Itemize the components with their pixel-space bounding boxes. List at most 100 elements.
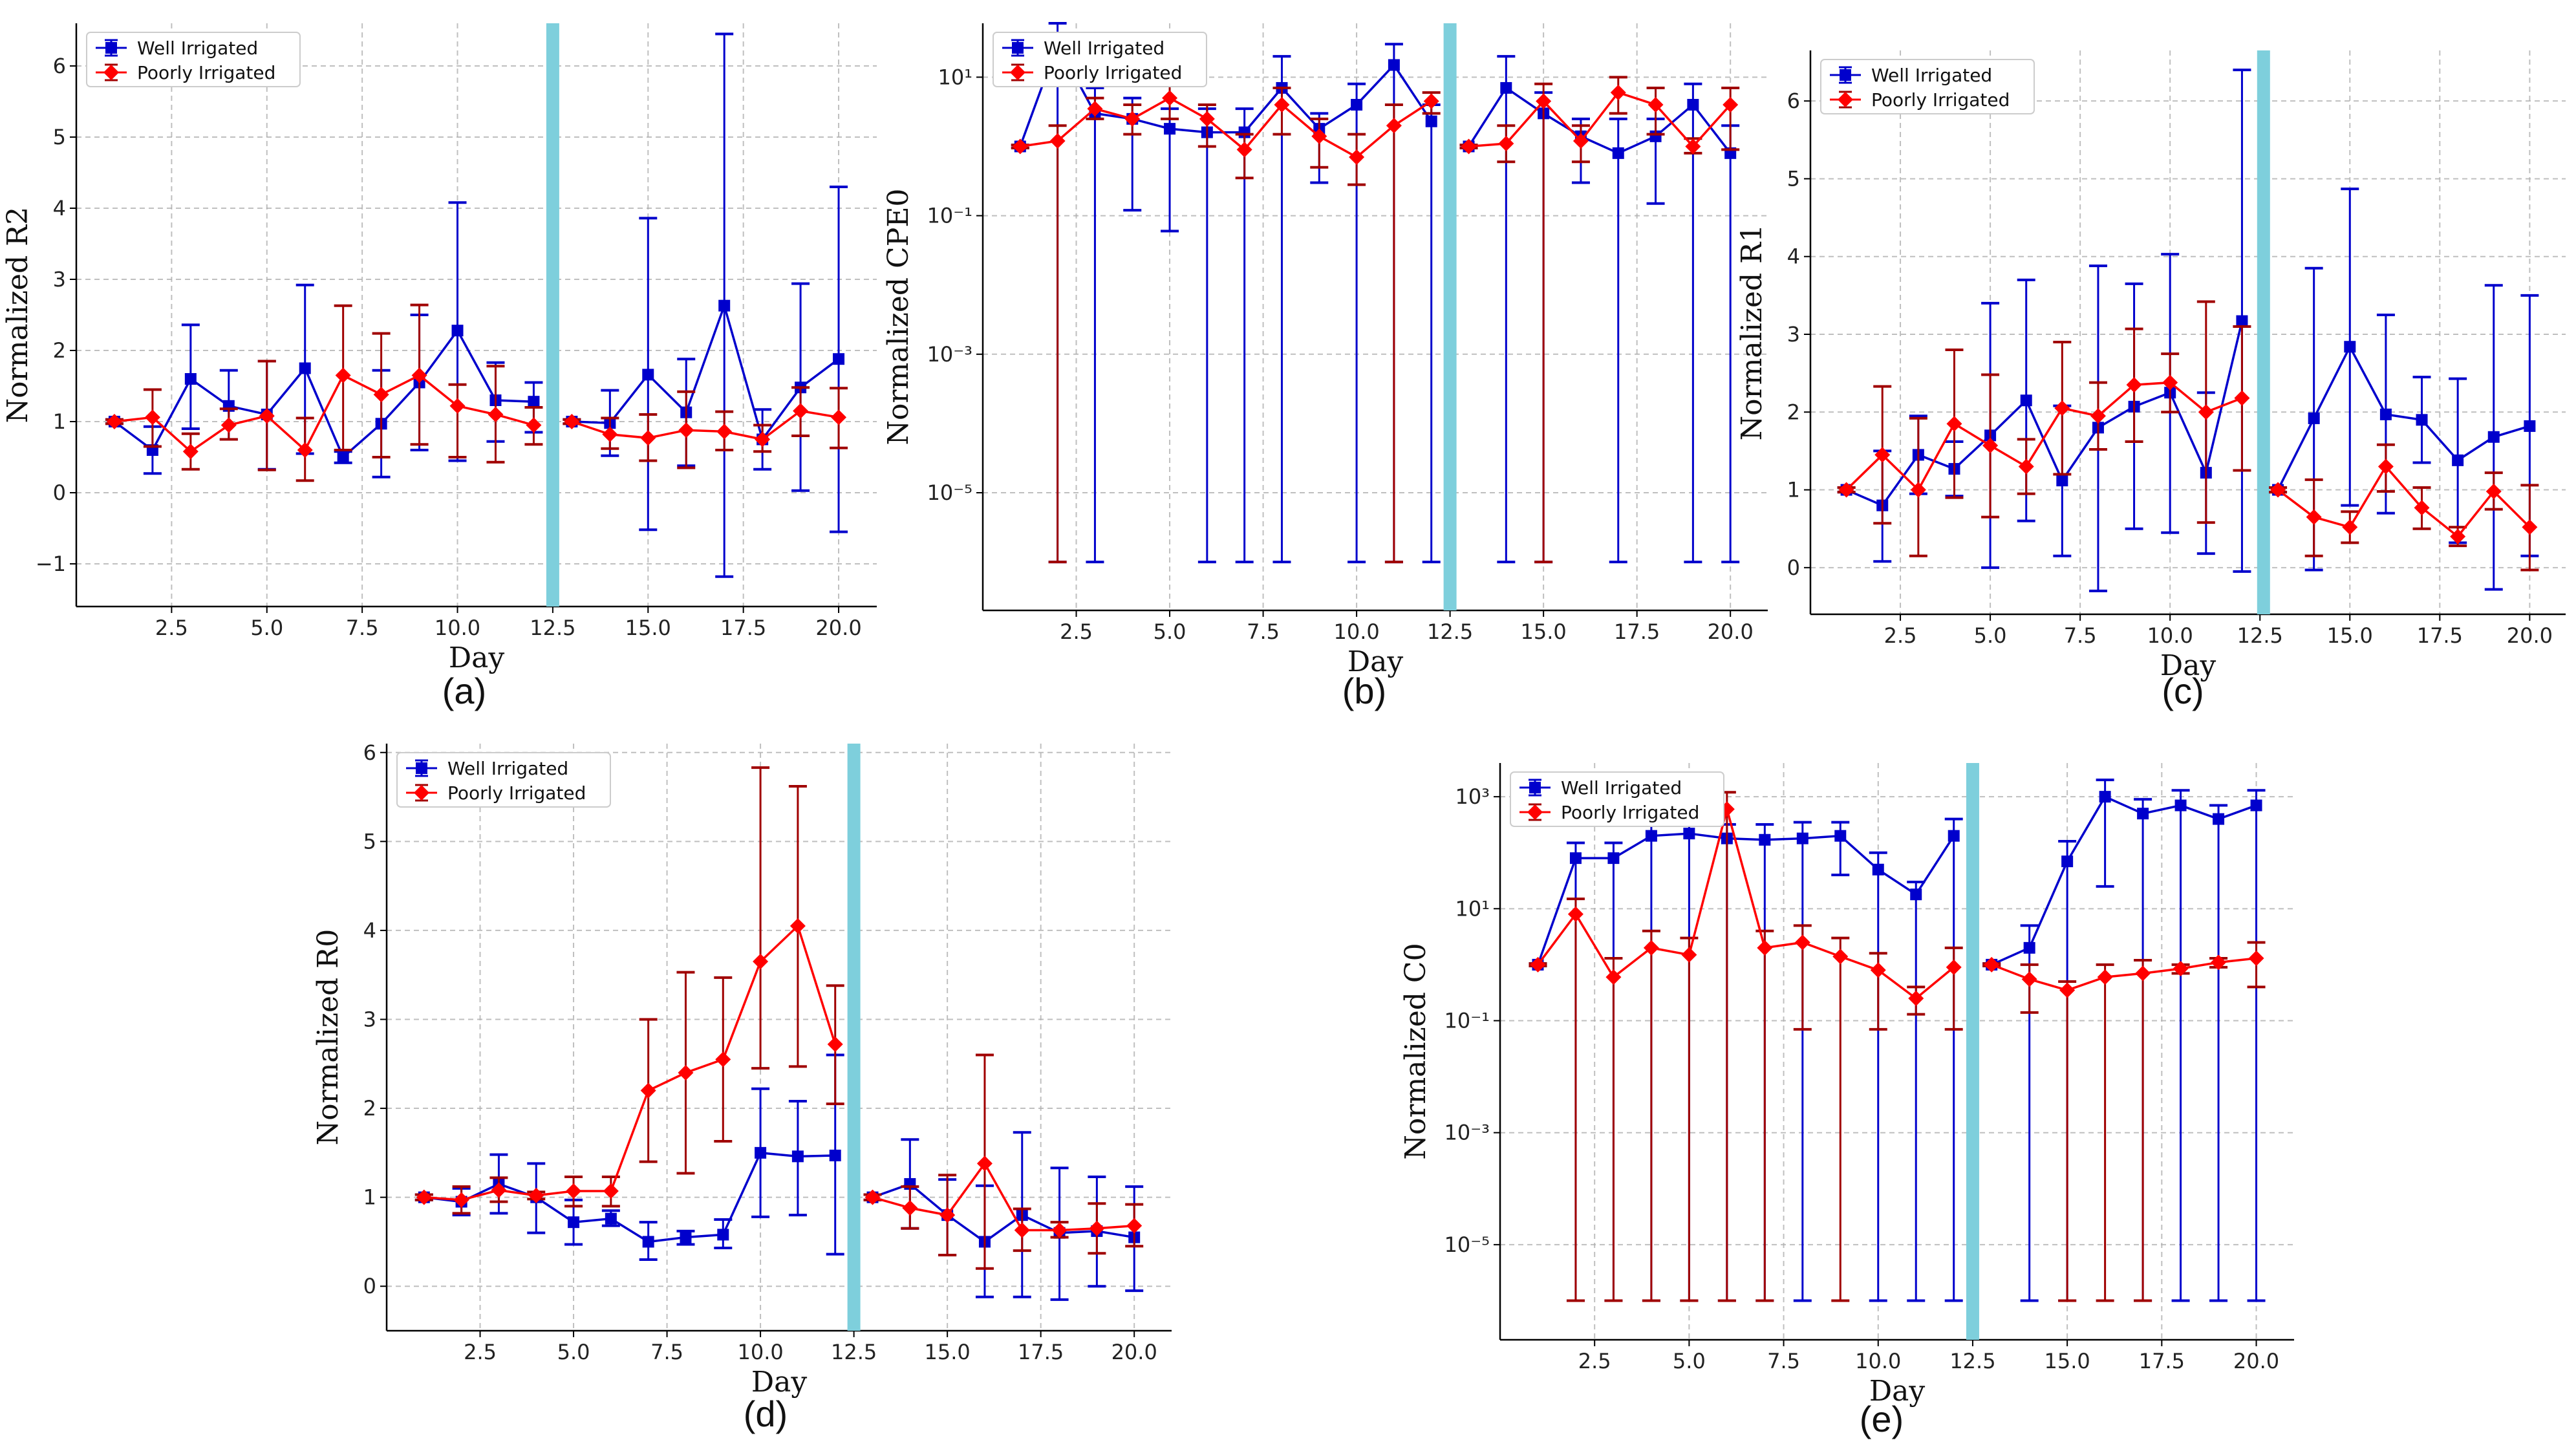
y-axis-label: Normalized R0 bbox=[312, 929, 345, 1146]
data-point-poor bbox=[2054, 400, 2070, 416]
data-point-poor bbox=[789, 918, 806, 934]
series-well bbox=[1011, 22, 1740, 564]
legend-label-well: Well Irrigated bbox=[1044, 38, 1165, 59]
data-point-poor bbox=[453, 1192, 469, 1208]
y-tick-label: 10³ bbox=[1455, 784, 1490, 809]
x-tick-label: 5.0 bbox=[1673, 1349, 1706, 1373]
y-tick-label: 0 bbox=[1787, 555, 1800, 580]
data-point-poor bbox=[2270, 482, 2286, 498]
panel-b: 2.5 5.0 7.5 10.0 12.5 15.0 17.5 20.0 10⁻⁵ 10⁻³ 10⁻… bbox=[882, 22, 1768, 711]
data-point-poor bbox=[678, 1065, 694, 1081]
data-point-well bbox=[2379, 408, 2392, 420]
event-marker bbox=[1443, 23, 1457, 610]
x-tick-label: 12.5 bbox=[2237, 623, 2283, 648]
data-point-poor bbox=[259, 408, 275, 424]
y-tick-label: 1 bbox=[53, 409, 66, 434]
data-point-poor bbox=[2522, 519, 2538, 535]
data-point-well bbox=[1388, 59, 1400, 71]
data-point-poor bbox=[1648, 96, 1664, 113]
legend-label-poor: Poorly Irrigated bbox=[137, 62, 275, 83]
legend-marker-well bbox=[1840, 69, 1851, 81]
data-point-poor bbox=[827, 1037, 843, 1053]
data-point-poor bbox=[2342, 519, 2358, 535]
series-poor bbox=[105, 303, 848, 482]
y-axis-label: Normalized R1 bbox=[1735, 224, 1768, 441]
data-point-poor bbox=[335, 367, 351, 383]
series-well bbox=[1837, 69, 2539, 592]
x-tick-label: 20.0 bbox=[1708, 619, 1754, 644]
data-point-well bbox=[2023, 941, 2035, 954]
data-point-poor bbox=[144, 409, 160, 425]
x-tick-label: 12.5 bbox=[1949, 1349, 1995, 1373]
series-poor bbox=[1529, 791, 2266, 1302]
x-tick-label: 7.5 bbox=[2064, 623, 2097, 648]
y-tick-label: 3 bbox=[53, 267, 66, 292]
data-point-poor bbox=[1908, 991, 1924, 1007]
data-point-well bbox=[2524, 420, 2536, 432]
data-point-poor bbox=[2414, 500, 2430, 516]
data-point-poor bbox=[1794, 934, 1810, 951]
series-line-well bbox=[572, 301, 840, 442]
data-point-well bbox=[2099, 791, 2111, 803]
x-tick-label: 5.0 bbox=[250, 616, 283, 640]
y-tick-label: 2 bbox=[363, 1096, 376, 1121]
event-marker bbox=[1966, 763, 1979, 1340]
series-line-well bbox=[1536, 832, 1955, 965]
data-point-poor bbox=[2162, 374, 2178, 391]
data-point-poor bbox=[1910, 482, 1926, 498]
data-point-poor bbox=[602, 426, 618, 442]
data-point-poor bbox=[1605, 969, 1622, 985]
legend-marker-well bbox=[105, 42, 117, 54]
data-point-poor bbox=[528, 1187, 544, 1203]
data-point-poor bbox=[1124, 111, 1141, 127]
legend-box bbox=[86, 32, 301, 87]
data-point-well bbox=[2137, 808, 2149, 820]
data-point-well bbox=[2020, 394, 2032, 407]
data-point-poor bbox=[1199, 111, 1215, 127]
x-tick-label: 12.5 bbox=[831, 1340, 877, 1364]
data-point-well bbox=[718, 299, 731, 312]
panel-caption: (d) bbox=[744, 1393, 788, 1434]
panel-a: 2.5 5.0 7.5 10.0 12.5 15.0 17.5 20.0 −1 0 1 2 3 4 5 6 Da… bbox=[1, 23, 877, 711]
event-marker bbox=[847, 744, 861, 1331]
data-point-poor bbox=[603, 1183, 619, 1199]
x-tick-label: 2.5 bbox=[1578, 1349, 1611, 1373]
data-point-well bbox=[568, 1216, 580, 1229]
x-axis-label: Day bbox=[1347, 645, 1404, 678]
x-tick-label: 20.0 bbox=[815, 616, 861, 640]
x-tick-label: 17.5 bbox=[720, 616, 766, 640]
x-tick-label: 2.5 bbox=[1884, 623, 1917, 648]
data-point-poor bbox=[2018, 458, 2034, 475]
data-point-poor bbox=[1012, 138, 1028, 155]
legend-marker-well bbox=[1529, 782, 1541, 793]
data-point-poor bbox=[1832, 949, 1849, 965]
series-line-poor bbox=[424, 923, 837, 1201]
data-point-poor bbox=[1536, 93, 1552, 109]
data-point-poor bbox=[1572, 133, 1589, 149]
y-tick-label: 6 bbox=[363, 740, 376, 765]
series-line-well bbox=[424, 1151, 835, 1243]
series-line-well bbox=[1468, 86, 1732, 155]
data-point-well bbox=[1425, 115, 1437, 127]
legend-label-well: Well Irrigated bbox=[447, 758, 568, 779]
series-poor bbox=[1011, 76, 1740, 564]
data-point-poor bbox=[1838, 482, 1854, 498]
x-tick-label: 20.0 bbox=[1111, 1340, 1157, 1364]
data-point-well bbox=[1910, 888, 1922, 901]
legend-box bbox=[1820, 59, 2035, 114]
data-point-well bbox=[2416, 414, 2428, 426]
data-point-well bbox=[2452, 454, 2464, 466]
data-point-poor bbox=[2097, 969, 2113, 985]
data-point-well bbox=[1796, 832, 1809, 844]
data-point-well bbox=[2213, 813, 2225, 825]
data-point-well bbox=[1351, 98, 1363, 111]
legend-marker-poor bbox=[1838, 92, 1853, 107]
data-point-well bbox=[829, 1149, 841, 1161]
legend-marker-well bbox=[416, 762, 427, 774]
y-tick-label: 1 bbox=[363, 1185, 376, 1210]
data-point-well bbox=[2308, 412, 2320, 424]
data-point-poor bbox=[939, 1207, 956, 1223]
y-tick-label: 5 bbox=[363, 829, 376, 854]
x-tick-label: 12.5 bbox=[1427, 619, 1473, 644]
y-axis-label: Normalized R2 bbox=[1, 207, 34, 424]
